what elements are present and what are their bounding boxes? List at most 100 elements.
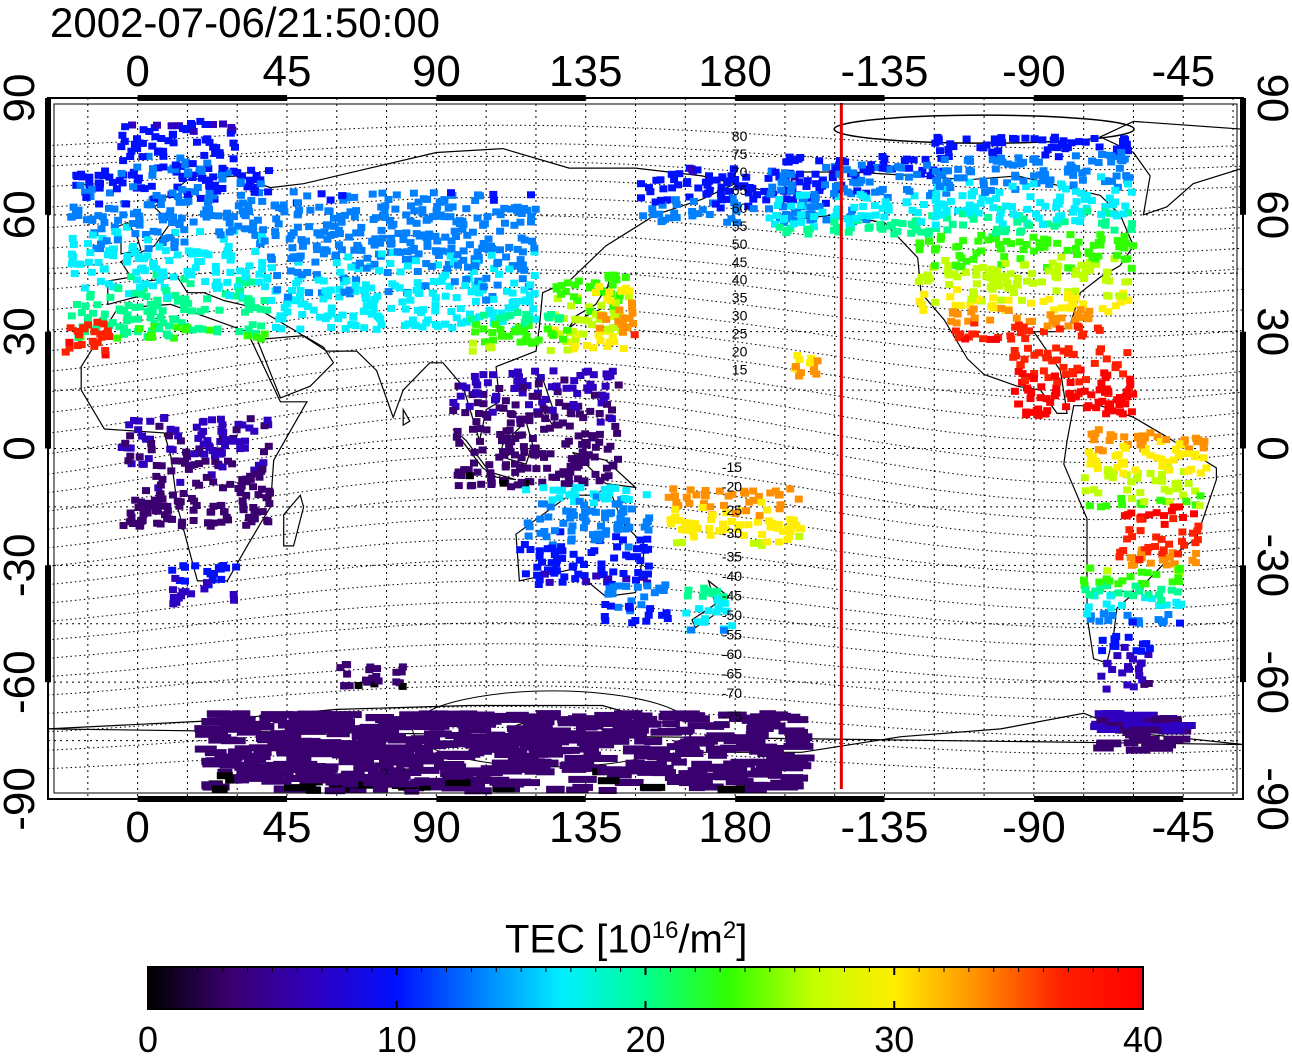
tec-pixel	[205, 138, 214, 146]
tec-pixel	[788, 181, 796, 189]
tec-pixel	[786, 211, 795, 219]
tec-pixel	[245, 305, 253, 312]
tec-pixel	[158, 239, 167, 247]
tec-pixel	[452, 233, 460, 240]
tec-pixel	[144, 236, 153, 244]
tec-pixel	[83, 314, 92, 322]
tec-pixel	[471, 769, 503, 777]
tec-pixel	[359, 723, 382, 731]
tec-pixel	[571, 718, 588, 726]
tec-pixel	[1000, 253, 1009, 261]
tec-pixel	[1081, 586, 1090, 594]
tec-pixel	[171, 291, 180, 299]
tec-pixel	[384, 288, 393, 296]
tec-pixel	[700, 618, 709, 626]
tec-pixel	[1086, 591, 1095, 599]
tec-pixel	[589, 499, 598, 507]
tec-pixel	[1081, 487, 1090, 495]
tec-pixel	[504, 304, 513, 312]
tec-pixel	[727, 172, 736, 180]
tec-pixel	[810, 213, 818, 221]
tec-pixel	[414, 250, 423, 258]
tec-pixel	[615, 306, 624, 314]
tec-pixel	[700, 500, 708, 508]
colorbar-tick-label: 20	[625, 1019, 665, 1057]
tec-pixel	[497, 309, 506, 317]
tec-pixel	[216, 450, 225, 458]
tec-pixel	[782, 195, 791, 203]
tec-pixel	[1026, 193, 1035, 201]
tec-pixel	[508, 370, 517, 378]
tec-pixel	[159, 319, 168, 327]
tec-pixel	[766, 190, 775, 198]
tec-pixel	[1056, 193, 1065, 201]
tec-pixel	[466, 737, 500, 745]
tec-pixel	[219, 428, 228, 436]
tec-pixel	[341, 725, 366, 733]
tec-pixel	[1082, 167, 1091, 175]
tec-pixel	[568, 508, 577, 516]
tec-pixel	[202, 206, 211, 214]
tec-pixel	[1029, 233, 1038, 241]
tec-pixel	[1073, 364, 1082, 372]
contour-label: -70	[722, 685, 742, 701]
tec-pixel	[903, 186, 911, 193]
tec-pixel	[802, 183, 811, 190]
tec-pixel	[1124, 711, 1158, 719]
tec-pixel	[947, 317, 956, 325]
tec-pixel	[500, 715, 528, 723]
tec-pixel	[369, 305, 378, 313]
tec-pixel	[989, 204, 998, 212]
tec-pixel	[986, 316, 995, 324]
tec-pixel	[1008, 284, 1017, 292]
tec-pixel	[377, 226, 386, 234]
tec-pixel	[663, 196, 672, 204]
tec-pixel	[1157, 535, 1166, 543]
tec-pixel	[1080, 272, 1089, 280]
tec-pixel	[1007, 335, 1016, 343]
tec-pixel	[338, 757, 357, 765]
tec-pixel	[1157, 455, 1166, 463]
tec-pixel	[1106, 592, 1115, 600]
tec-pixel	[608, 367, 617, 375]
tec-pixel	[265, 500, 274, 508]
tec-pixel	[1057, 212, 1066, 220]
tec-pixel	[200, 585, 209, 593]
tec-pixel	[448, 710, 474, 718]
tec-pixel	[256, 176, 265, 184]
tec-pixel	[934, 137, 943, 145]
tec-pixel	[761, 722, 786, 730]
tec-pixel	[1052, 216, 1061, 224]
tec-pixel	[464, 711, 495, 719]
tec-pixel	[1156, 726, 1185, 734]
tec-pixel	[1035, 244, 1044, 252]
tec-pixel	[511, 401, 520, 409]
tec-pixel	[255, 473, 264, 481]
tec-pixel	[1096, 241, 1105, 249]
tec-pixel	[773, 201, 782, 209]
tec-pixel	[552, 382, 561, 390]
tec-pixel	[1196, 492, 1205, 500]
tec-pixel	[422, 319, 431, 327]
tec-pixel	[687, 722, 720, 730]
tec-pixel	[165, 322, 173, 330]
colorbar-title-prefix: TEC [10	[505, 917, 652, 962]
tec-pixel	[337, 218, 346, 226]
tec-pixel	[176, 437, 185, 445]
tec-pixel	[575, 497, 584, 505]
tec-pixel	[242, 521, 251, 529]
colorbar-title: TEC [1016/m2]	[505, 908, 747, 962]
tec-pixel	[784, 754, 815, 762]
tec-pixel	[239, 210, 248, 218]
tec-pixel	[796, 202, 805, 210]
tec-pixel	[679, 779, 713, 787]
tec-pixel	[1156, 496, 1165, 504]
tec-pixel	[522, 486, 531, 494]
tec-pixel	[747, 770, 769, 778]
tec-pixel	[923, 277, 932, 285]
tec-pixel	[573, 390, 582, 397]
tec-pixel	[885, 165, 894, 173]
tec-pixel	[944, 146, 953, 154]
tec-pixel	[86, 215, 95, 223]
tec-pixel	[543, 325, 552, 333]
